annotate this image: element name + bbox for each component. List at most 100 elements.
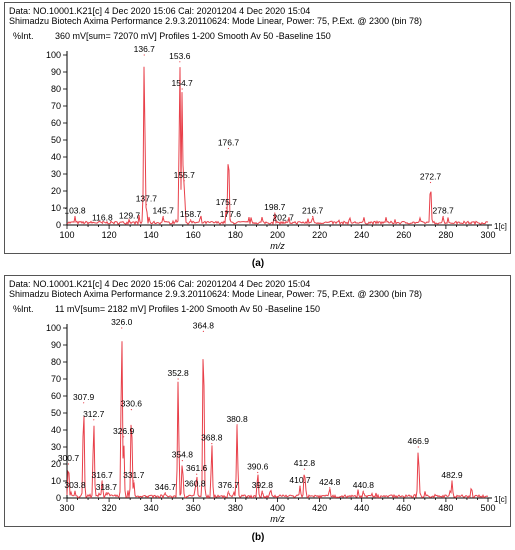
x-tick-label: 120 [102, 230, 117, 240]
y-tick-label: 50 [51, 135, 61, 145]
y-tick-label: 10 [51, 476, 61, 486]
x-tick-label: 460 [396, 503, 411, 513]
peak-point [67, 463, 70, 465]
intensity-info: 360 mV[sum= 72070 mV] Profiles 1-200 Smo… [55, 31, 331, 41]
x-tick-label: 300 [59, 503, 74, 513]
y-tick-label: 50 [51, 408, 61, 418]
peak-point [123, 436, 125, 438]
x-tick-label: 420 [312, 503, 327, 513]
peak-point [133, 480, 135, 482]
peak-label: 380.8 [226, 414, 248, 424]
y-tick-label: 80 [51, 84, 61, 94]
peak-label: 198.7 [264, 202, 286, 212]
peak-label: 440.8 [353, 480, 375, 490]
peak-point [417, 446, 419, 448]
peak-label: 153.6 [169, 51, 191, 61]
y-tick-label: 10 [51, 203, 61, 213]
spectrum-trace [66, 341, 489, 500]
x-tick-label: 400 [270, 503, 285, 513]
header-data-line: Data: NO.10001.K21[c] 4 Dec 2020 15:06 C… [9, 6, 311, 16]
y-unit-label: %Int. [13, 304, 34, 314]
peak-label: 346.7 [155, 482, 177, 492]
peak-label: 410.7 [289, 475, 311, 485]
y-tick-label: 70 [51, 374, 61, 384]
peak-point [329, 487, 331, 489]
peak-label: 278.7 [433, 206, 455, 216]
x-tick-label: 160 [186, 230, 201, 240]
peak-point [105, 492, 107, 494]
peak-point [202, 330, 205, 332]
peak-label: 116.8 [92, 212, 113, 222]
peak-label: 424.8 [319, 477, 341, 487]
x-tick-label: 200 [270, 230, 285, 240]
peak-point [225, 207, 227, 209]
peak-label: 136.7 [134, 44, 156, 54]
peak-point [274, 212, 276, 214]
x-tick-label: 240 [354, 230, 369, 240]
peak-label: 177.6 [220, 209, 242, 219]
spectrum-panel-b: Data: NO.10001.K21[c] 4 Dec 2020 15:06 C… [4, 275, 511, 527]
y-tick-label: 60 [51, 118, 61, 128]
peak-point [257, 471, 259, 474]
peak-point [162, 215, 164, 218]
peak-label: 360.8 [184, 479, 206, 489]
peak-point [194, 488, 196, 491]
y-tick-label: 0 [56, 493, 61, 503]
peak-point [145, 204, 147, 206]
peak-label: 392.8 [252, 480, 274, 490]
intensity-info: 11 mV[sum= 2182 mV] Profiles 1-200 Smoot… [55, 304, 321, 314]
y-tick-label: 20 [51, 186, 61, 196]
y-tick-label: 90 [51, 67, 61, 77]
peak-label: 326.9 [113, 426, 135, 436]
peak-point [229, 219, 231, 221]
peak-label: 158.7 [180, 209, 202, 219]
mass-spectrum-plot-b: 0 10 20 30 40 50 60 70 80 90 100 300 320 340 360 380 400… [46, 317, 507, 524]
y-tick-label: 30 [51, 169, 61, 179]
peak-label: 318.7 [96, 482, 118, 492]
peak-point [181, 88, 183, 90]
peak-point [442, 215, 444, 218]
peak-label: 216.7 [302, 206, 324, 216]
peak-label: 412.8 [294, 458, 316, 468]
header-instrument-line: Shimadzu Biotech Axima Performance 2.9.3… [9, 16, 423, 26]
panel-label-b: (b) [251, 532, 265, 543]
peak-point [362, 490, 364, 492]
y-tick-label: 90 [51, 340, 61, 350]
peak-label: 103.8 [64, 206, 86, 216]
peak-point [303, 468, 306, 470]
peak-label: 300.7 [58, 453, 80, 463]
peak-point [177, 378, 179, 380]
peak-label: 330.6 [121, 399, 143, 409]
peak-point [261, 490, 263, 492]
y-tick-label: 100 [46, 323, 61, 333]
peak-point [74, 215, 76, 218]
mass-spectrum-plot-a: 0 10 20 30 40 50 60 70 80 90 100 100 120 140 160 180 200… [46, 44, 507, 251]
peak-point [189, 219, 192, 221]
peak-label: 176.7 [218, 138, 240, 148]
x-tick-label: 480 [438, 503, 453, 513]
peak-label: 129.7 [119, 211, 141, 221]
spectrum-trace [66, 66, 489, 226]
y-tick-label: 30 [51, 442, 61, 452]
peak-point [93, 419, 95, 421]
peak-label: 316.7 [92, 470, 114, 480]
peak-label: 145.7 [153, 206, 175, 216]
y-unit-label: %Int. [13, 31, 34, 41]
peak-label: 154.7 [172, 78, 194, 88]
peak-label: 361.6 [186, 463, 208, 473]
intensity-header: %Int. 360 mV[sum= 72070 mV] Profiles 1-20… [13, 31, 331, 41]
x-tick-label: 340 [144, 503, 159, 513]
peak-point [312, 215, 314, 218]
x-tick-label: 280 [438, 230, 453, 240]
peak-point [227, 490, 230, 492]
x-tick-label: 320 [102, 503, 117, 513]
x-axis-label: m/z [270, 241, 285, 251]
peak-point [164, 492, 166, 494]
peak-label: 466.9 [408, 436, 430, 446]
peak-point [451, 480, 453, 482]
peak-label: 202.7 [273, 212, 295, 222]
peak-label: 368.8 [201, 433, 223, 443]
peak-label: 175.7 [216, 197, 238, 207]
peak-label: 390.6 [247, 462, 269, 472]
peak-point [143, 54, 145, 56]
